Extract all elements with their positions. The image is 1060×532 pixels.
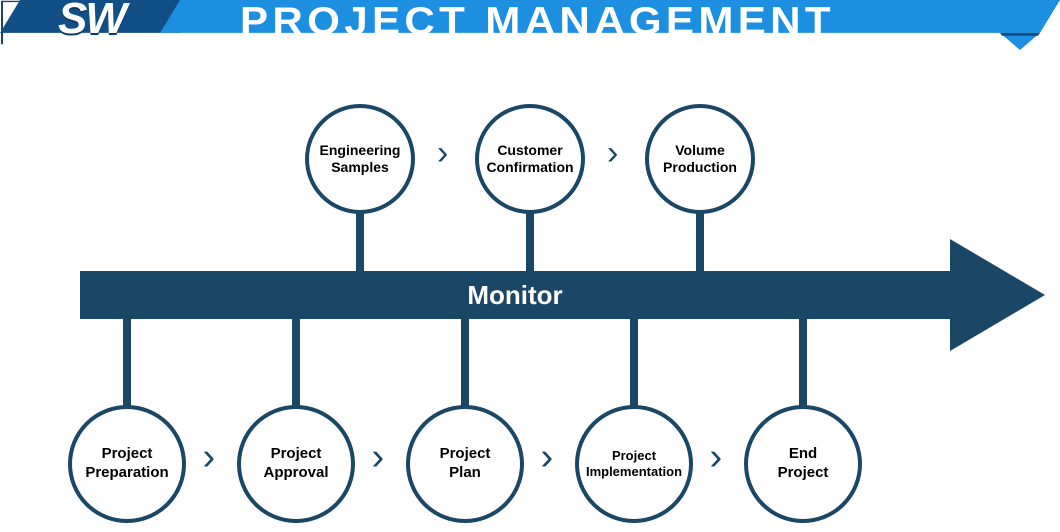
node-line2: Confirmation bbox=[486, 159, 573, 177]
chevron-right-icon: › bbox=[372, 436, 385, 479]
stem-bottom-3 bbox=[630, 315, 638, 410]
node-project-approval: ProjectApproval bbox=[237, 405, 355, 523]
node-line2: Plan bbox=[449, 464, 481, 483]
node-line1: End bbox=[789, 445, 817, 464]
node-project-preparation: ProjectPreparation bbox=[68, 405, 186, 523]
node-line1: Engineering bbox=[320, 142, 401, 160]
node-line1: Customer bbox=[497, 142, 562, 160]
monitor-arrow-shaft: Monitor bbox=[80, 271, 950, 319]
stem-bottom-0 bbox=[123, 315, 131, 410]
node-line1: Project bbox=[271, 445, 322, 464]
node-customer-confirmation: CustomerConfirmation bbox=[475, 104, 585, 214]
stem-bottom-2 bbox=[461, 315, 469, 410]
chevron-right-icon: › bbox=[710, 436, 723, 479]
logo-sw: SW bbox=[58, 0, 125, 44]
page-title: PROJECT MANAGEMENT bbox=[240, 0, 835, 44]
node-line2: Implementation bbox=[586, 464, 682, 480]
node-engineering-samples: EngineeringSamples bbox=[305, 104, 415, 214]
chevron-right-icon: › bbox=[203, 436, 216, 479]
stem-bottom-1 bbox=[292, 315, 300, 410]
node-project-plan: ProjectPlan bbox=[406, 405, 524, 523]
stage: SW PROJECT MANAGEMENT Monitor Engineerin… bbox=[0, 0, 1060, 532]
chevron-right-icon: › bbox=[437, 134, 448, 173]
node-line2: Preparation bbox=[85, 464, 168, 483]
node-volume-production: VolumeProduction bbox=[645, 104, 755, 214]
node-line2: Approval bbox=[263, 464, 328, 483]
node-line1: Project bbox=[102, 445, 153, 464]
node-end-project: EndProject bbox=[744, 405, 862, 523]
chevron-right-icon: › bbox=[607, 134, 618, 173]
stem-top-1 bbox=[526, 210, 534, 275]
node-line1: Project bbox=[612, 448, 656, 464]
stem-bottom-4 bbox=[799, 315, 807, 410]
node-project-implementation: ProjectImplementation bbox=[575, 405, 693, 523]
monitor-arrow-head bbox=[950, 239, 1045, 351]
node-line1: Project bbox=[440, 445, 491, 464]
stem-top-0 bbox=[356, 210, 364, 275]
node-line1: Volume bbox=[675, 142, 725, 160]
stem-top-2 bbox=[696, 210, 704, 275]
monitor-arrow-label: Monitor bbox=[467, 280, 562, 311]
node-line2: Samples bbox=[331, 159, 389, 177]
chevron-right-icon: › bbox=[541, 436, 554, 479]
node-line2: Production bbox=[663, 159, 737, 177]
node-line2: Project bbox=[778, 464, 829, 483]
